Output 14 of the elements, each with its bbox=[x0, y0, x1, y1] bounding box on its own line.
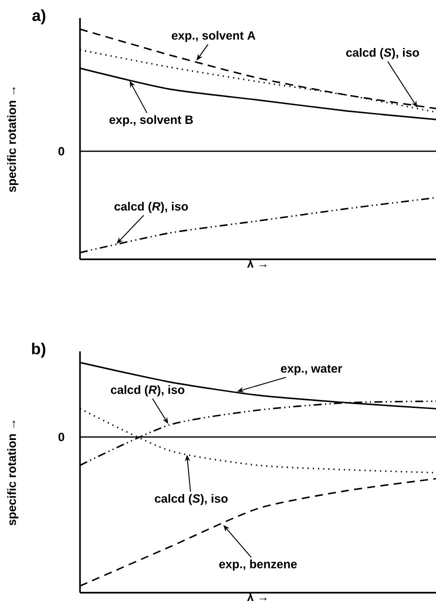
series-label: calcd (R), iso bbox=[114, 202, 188, 214]
ref-line-label: 0 bbox=[58, 432, 64, 442]
legend-label: exp., solvent B bbox=[109, 115, 193, 126]
text: exp., benzene bbox=[219, 560, 297, 571]
text: calcd (R), iso bbox=[110, 385, 184, 396]
ref-line-label: 0 bbox=[58, 147, 64, 156]
text: calcd (S), iso bbox=[346, 48, 419, 60]
text: calcd (S), iso bbox=[154, 494, 228, 506]
y-axis-title: specific rotation → bbox=[7, 87, 18, 192]
series-label: exp., water bbox=[280, 364, 342, 376]
chart-title: b) bbox=[32, 342, 46, 358]
chart-title: a) bbox=[32, 9, 46, 24]
y-axis-title: specific rotation → bbox=[7, 420, 18, 526]
series-label: exp., solvent A bbox=[172, 30, 256, 42]
